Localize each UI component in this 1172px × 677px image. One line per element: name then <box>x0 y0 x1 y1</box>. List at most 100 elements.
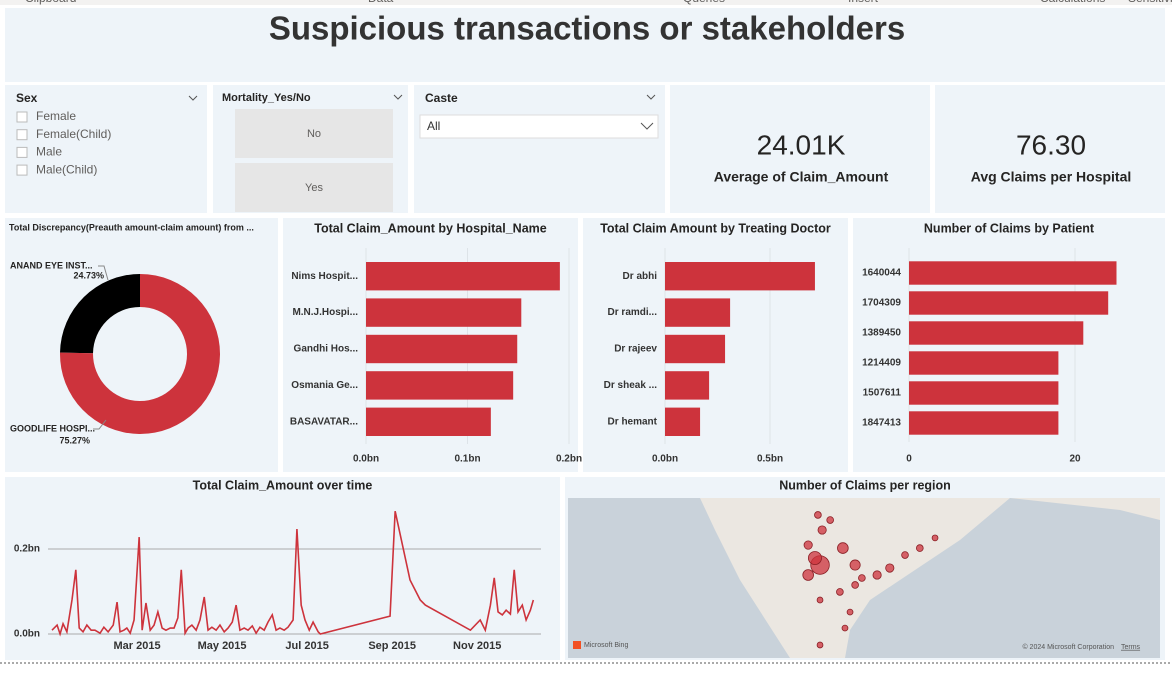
bar <box>665 334 726 364</box>
line <box>51 511 535 637</box>
card-panel <box>670 85 930 213</box>
checkbox[interactable] <box>16 129 28 141</box>
slicer-title: Caste <box>425 91 458 105</box>
x-tick-label: 0.2bn <box>556 454 582 465</box>
x-tick-label: May 2015 <box>198 640 247 652</box>
bubble <box>916 544 924 552</box>
x-tick-label: 0.1bn <box>454 454 480 465</box>
bubble <box>846 608 854 616</box>
bar <box>909 381 1059 405</box>
chart-title: Total Claim_Amount by Hospital_Name <box>314 221 546 235</box>
slice-label: GOODLIFE HOSPI... <box>10 423 95 433</box>
category-label: Dr ramdi... <box>608 307 658 318</box>
category-label: 1704309 <box>862 298 901 309</box>
x-tick-label: Nov 2015 <box>453 640 501 652</box>
bubble <box>803 540 813 550</box>
map-land <box>1010 498 1160 520</box>
bubble <box>885 563 895 573</box>
bubble <box>816 641 824 649</box>
chart-title: Total Discrepancy(Preauth amount-claim a… <box>9 222 254 232</box>
chart-title: Total Claim Amount by Treating Doctor <box>600 221 831 235</box>
slicer-title: Mortality_Yes/No <box>222 92 311 104</box>
chevron[interactable] <box>640 122 654 130</box>
checkbox[interactable] <box>16 164 28 176</box>
bar <box>366 371 514 400</box>
checkbox[interactable] <box>16 146 28 158</box>
bubble <box>807 551 822 566</box>
bubble <box>851 581 859 589</box>
dropdown[interactable] <box>419 114 659 139</box>
leader-line <box>93 419 107 430</box>
bubble <box>802 569 814 581</box>
category-label: M.N.J.Hospi... <box>292 307 358 318</box>
x-tick-label: 20 <box>1069 454 1081 465</box>
slicer-button[interactable] <box>235 109 393 158</box>
bubble <box>901 551 909 559</box>
card-value: 76.30 <box>1016 129 1086 160</box>
bar <box>909 261 1117 285</box>
ribbon-strip <box>0 0 1172 5</box>
bubble <box>836 588 844 596</box>
category-label: Dr abhi <box>623 271 658 282</box>
button-label: Yes <box>305 182 323 194</box>
bar <box>366 334 518 364</box>
category-label: Gandhi Hos... <box>294 344 359 355</box>
bar <box>366 407 491 436</box>
chevron[interactable] <box>393 94 403 100</box>
bar <box>665 298 731 327</box>
bubble <box>837 542 849 554</box>
map-terms[interactable]: Terms <box>1121 644 1141 651</box>
card-label: Average of Claim_Amount <box>714 169 889 185</box>
bar <box>909 321 1084 345</box>
slice-label: ANAND EYE INST... <box>10 260 93 270</box>
map-copyright: © 2024 Microsoft Corporation <box>1022 643 1114 651</box>
y-tick-label: 0.2bn <box>14 544 40 555</box>
slicer-panel <box>414 85 665 213</box>
bubble <box>849 559 861 571</box>
pie-slice <box>60 274 140 354</box>
bubble <box>817 525 827 535</box>
ribbon-label[interactable]: Data <box>368 0 394 5</box>
bing-logo <box>573 641 581 649</box>
x-tick-label: 0.0bn <box>353 454 379 465</box>
card-value: 24.01K <box>757 129 846 160</box>
bar <box>665 262 815 291</box>
category-label: 1507611 <box>863 388 902 399</box>
x-tick-label: Mar 2015 <box>113 640 160 652</box>
slicer-option: Female <box>36 109 76 123</box>
bubble <box>826 516 834 524</box>
ribbon-label[interactable]: Clipboard <box>25 0 76 5</box>
ribbon-label[interactable]: Sensitivity <box>1128 0 1172 5</box>
category-label: 1214409 <box>862 358 901 369</box>
x-tick-label: 0 <box>906 454 912 465</box>
x-tick-label: 0.0bn <box>652 454 678 465</box>
slice-value: 75.27% <box>59 435 90 445</box>
chart-title: Number of Claims by Patient <box>924 221 1095 235</box>
checkbox[interactable] <box>16 111 28 123</box>
chart-title: Number of Claims per region <box>779 478 951 492</box>
ribbon-label[interactable]: Queries <box>683 0 725 5</box>
ribbon-label[interactable]: Insert <box>848 0 879 5</box>
category-label: Dr rajeev <box>614 344 657 355</box>
slice-value: 24.73% <box>73 270 104 280</box>
pie-slice <box>60 274 220 435</box>
slicer-panel <box>5 85 207 213</box>
chevron[interactable] <box>188 95 198 101</box>
bar <box>366 262 560 291</box>
bubble <box>814 511 822 519</box>
slicer-title: Sex <box>16 91 38 105</box>
leader-line <box>98 265 109 281</box>
map-attribution: Microsoft Bing <box>584 642 628 649</box>
slicer-button[interactable] <box>235 163 393 212</box>
x-tick-label: Sep 2015 <box>368 640 416 652</box>
bubble <box>931 534 939 542</box>
bubble <box>872 570 882 580</box>
page-title: Suspicious transactions or stakeholders <box>269 10 905 47</box>
title-panel <box>5 8 1165 82</box>
ribbon-label[interactable]: Calculations <box>1040 0 1105 5</box>
chevron[interactable] <box>646 94 656 100</box>
chart-panel <box>5 477 560 660</box>
y-tick-label: 0.0bn <box>14 629 40 640</box>
